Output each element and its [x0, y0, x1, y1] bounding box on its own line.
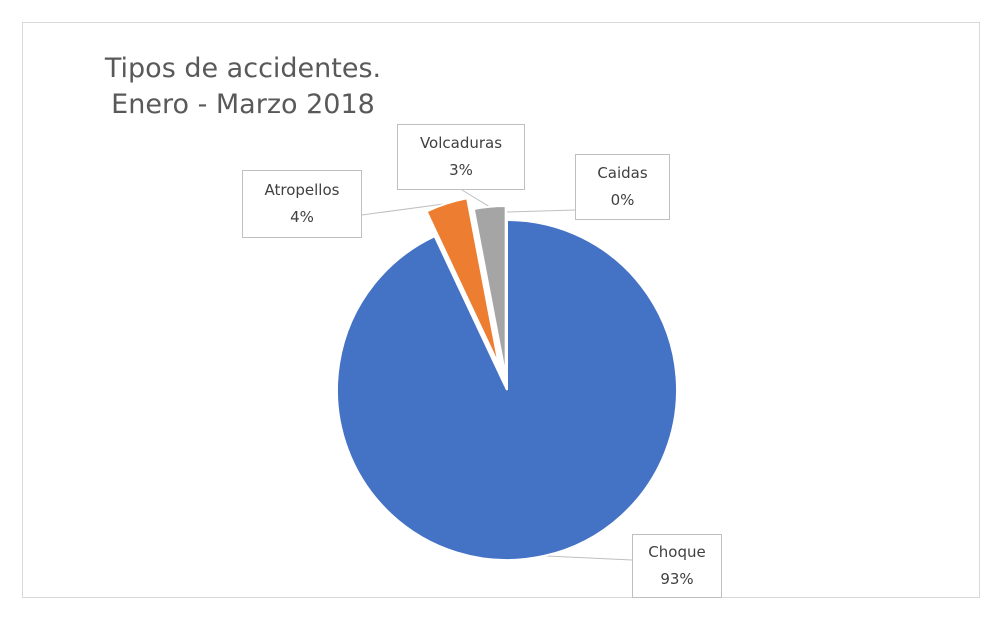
pie-slice-volcaduras: [472, 205, 507, 377]
data-label-volcaduras: Volcaduras 3%: [397, 124, 525, 190]
data-label-atropellos: Atropellos 4%: [242, 170, 362, 238]
leader-line-caidas: [506, 209, 576, 213]
data-label-name: Volcaduras: [419, 134, 503, 152]
data-label-name: Choque: [648, 543, 706, 561]
leader-line-atropellos: [361, 203, 447, 216]
data-label-choque: Choque 93%: [632, 534, 722, 598]
data-label-caidas: Caidas 0%: [575, 154, 670, 220]
pie-slice-choque: [336, 218, 678, 561]
leader-lines: [361, 189, 633, 561]
data-label-percent: 4%: [290, 208, 314, 226]
chart-title: Tipos de accidentes. Enero - Marzo 2018: [104, 53, 382, 120]
data-label-percent: 3%: [449, 161, 473, 179]
pie-slices: [336, 197, 678, 561]
leader-line-choque: [544, 555, 633, 561]
data-label-name: Caidas: [597, 164, 648, 182]
leader-line-volcaduras: [461, 189, 490, 208]
pie-slice-atropellos: [425, 197, 500, 366]
data-label-percent: 0%: [610, 191, 635, 209]
data-label-name: Atropellos: [264, 181, 340, 199]
data-label-percent: 93%: [660, 570, 694, 588]
